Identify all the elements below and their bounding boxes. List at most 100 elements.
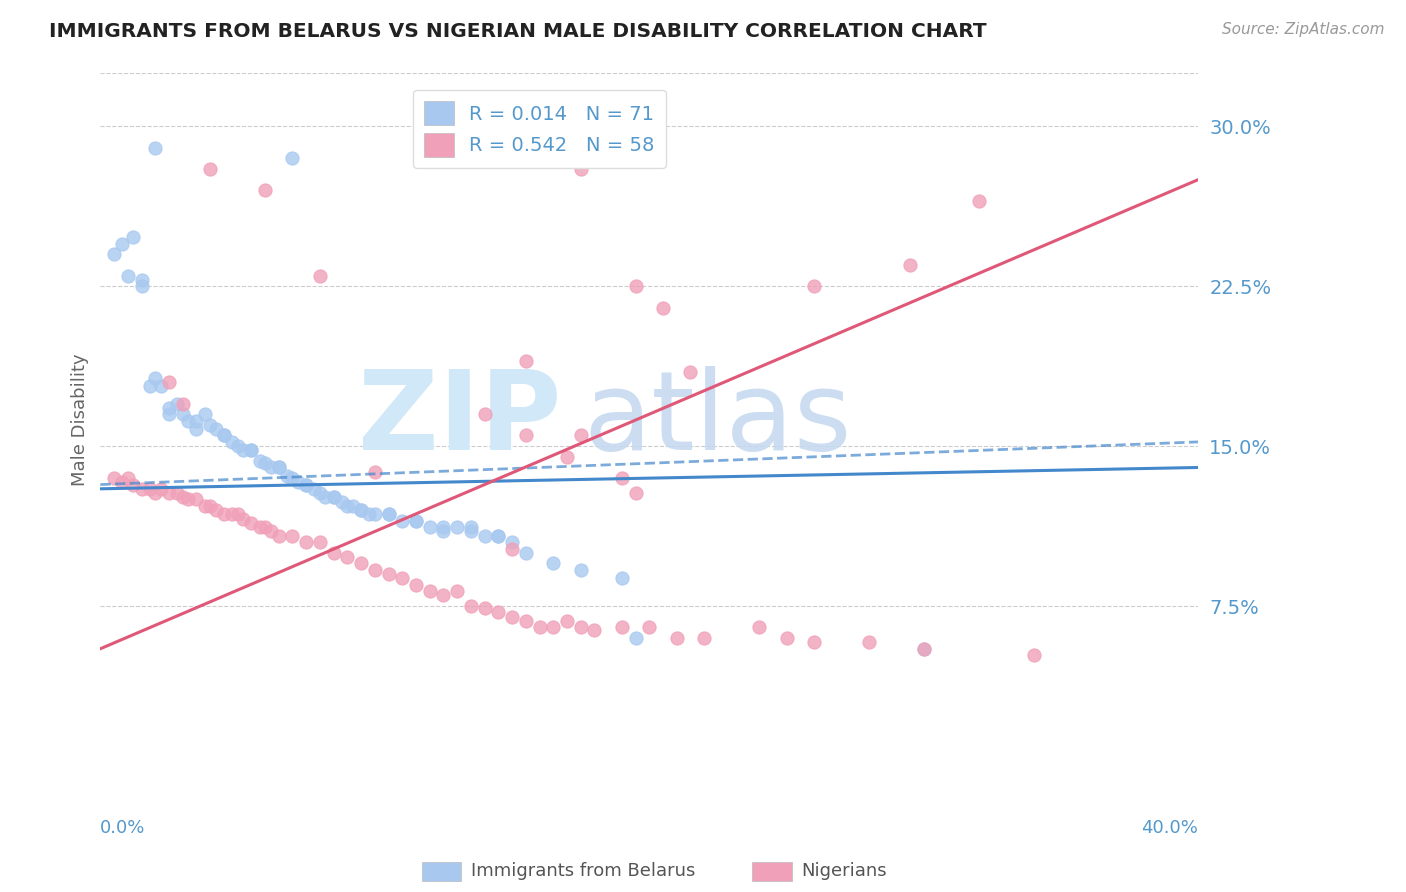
Point xyxy=(803,279,825,293)
Point xyxy=(149,379,172,393)
Text: atlas: atlas xyxy=(583,366,852,473)
Point xyxy=(287,475,309,490)
Point xyxy=(748,620,770,634)
Point xyxy=(103,247,125,261)
Point xyxy=(198,161,221,176)
Point xyxy=(555,450,578,464)
Point xyxy=(281,529,304,543)
Point xyxy=(172,407,194,421)
Point xyxy=(515,546,537,560)
Point xyxy=(515,354,537,368)
Point xyxy=(232,443,254,458)
Point xyxy=(143,486,166,500)
Point xyxy=(405,514,427,528)
Point xyxy=(569,428,592,442)
Text: IMMIGRANTS FROM BELARUS VS NIGERIAN MALE DISABILITY CORRELATION CHART: IMMIGRANTS FROM BELARUS VS NIGERIAN MALE… xyxy=(49,22,987,41)
Point xyxy=(515,428,537,442)
Point xyxy=(1022,648,1045,662)
Point xyxy=(460,524,482,539)
Point xyxy=(281,471,304,485)
Point xyxy=(267,460,290,475)
Point xyxy=(364,465,387,479)
Point xyxy=(198,499,221,513)
Point xyxy=(221,434,243,449)
Point xyxy=(309,486,332,500)
Point xyxy=(486,529,509,543)
Point xyxy=(569,161,592,176)
Point xyxy=(529,620,551,634)
Point xyxy=(194,407,217,421)
Point xyxy=(377,508,399,522)
Point xyxy=(204,503,226,517)
Point xyxy=(254,456,277,470)
Point xyxy=(186,422,208,436)
Point xyxy=(638,620,661,634)
Point xyxy=(342,499,364,513)
Text: Source: ZipAtlas.com: Source: ZipAtlas.com xyxy=(1222,22,1385,37)
Point xyxy=(359,508,381,522)
Point xyxy=(212,508,235,522)
Point xyxy=(221,508,243,522)
Point xyxy=(432,524,454,539)
Point xyxy=(474,529,496,543)
Point xyxy=(309,268,332,283)
Point xyxy=(139,379,162,393)
Point xyxy=(501,541,523,556)
Text: 40.0%: 40.0% xyxy=(1142,820,1198,838)
Point xyxy=(610,571,633,585)
Point xyxy=(693,631,716,645)
Point xyxy=(569,620,592,634)
Point xyxy=(314,491,336,505)
Point xyxy=(103,471,125,485)
Point xyxy=(624,631,647,645)
Point xyxy=(198,417,221,432)
Point xyxy=(166,396,188,410)
Point xyxy=(350,557,373,571)
Point xyxy=(967,194,990,208)
Point xyxy=(267,460,290,475)
Point xyxy=(131,279,153,293)
Point xyxy=(803,635,825,649)
Y-axis label: Male Disability: Male Disability xyxy=(72,353,89,486)
Point xyxy=(775,631,797,645)
Point xyxy=(405,514,427,528)
Point xyxy=(474,407,496,421)
Point xyxy=(122,477,145,491)
Point xyxy=(419,584,441,599)
Point xyxy=(569,563,592,577)
Point xyxy=(249,454,271,468)
Point xyxy=(898,258,921,272)
Point xyxy=(131,273,153,287)
Point xyxy=(474,601,496,615)
Point xyxy=(194,499,217,513)
Point xyxy=(259,524,281,539)
Point xyxy=(624,486,647,500)
Point xyxy=(117,268,139,283)
Point xyxy=(240,516,263,530)
Point xyxy=(172,396,194,410)
Point xyxy=(259,460,281,475)
Point xyxy=(295,477,318,491)
Point xyxy=(157,486,180,500)
Point xyxy=(350,503,373,517)
Point xyxy=(143,140,166,154)
Legend: R = 0.014   N = 71, R = 0.542   N = 58: R = 0.014 N = 71, R = 0.542 N = 58 xyxy=(413,89,666,169)
Point xyxy=(364,508,387,522)
Point xyxy=(501,535,523,549)
Point xyxy=(486,529,509,543)
Point xyxy=(254,183,277,197)
Point xyxy=(111,236,134,251)
Point xyxy=(149,482,172,496)
Point xyxy=(350,503,373,517)
Point xyxy=(419,520,441,534)
Point xyxy=(157,401,180,415)
Point xyxy=(172,491,194,505)
Point xyxy=(583,623,606,637)
Point xyxy=(541,557,564,571)
Point xyxy=(391,571,413,585)
Point xyxy=(336,499,359,513)
Point xyxy=(226,508,249,522)
Point xyxy=(541,620,564,634)
Point xyxy=(240,443,263,458)
Point xyxy=(446,520,468,534)
